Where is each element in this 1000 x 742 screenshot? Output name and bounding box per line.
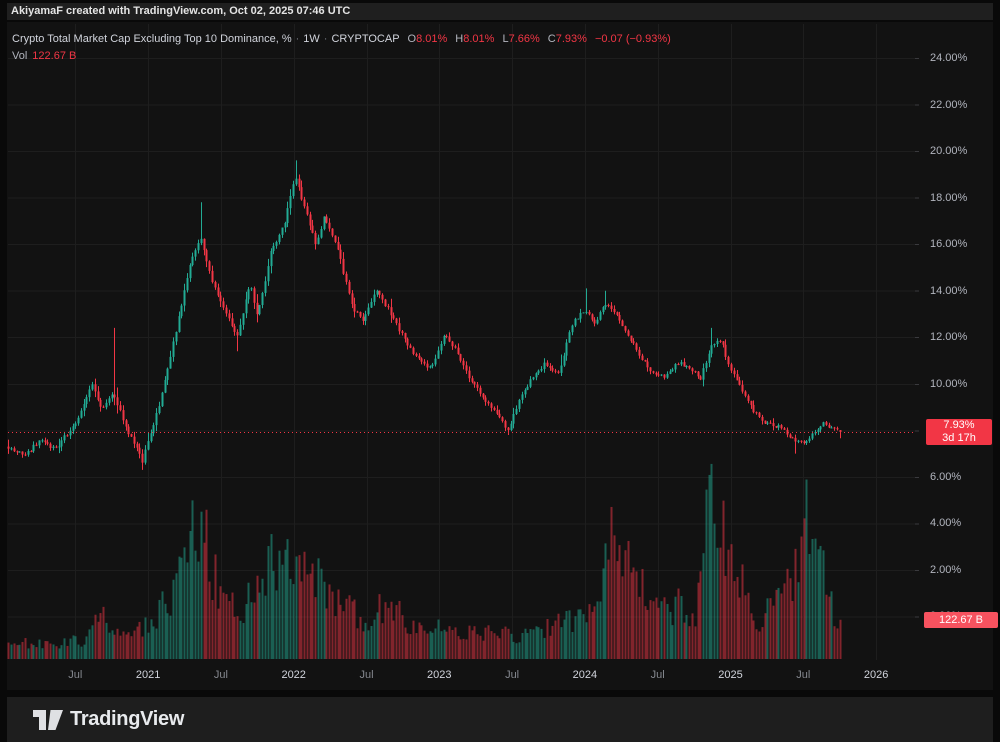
low-label: L bbox=[502, 33, 509, 45]
time-tick-label: Jul bbox=[505, 669, 520, 681]
time-tick-label: 2022 bbox=[281, 669, 306, 681]
price-tick-label: 14.00% bbox=[930, 284, 968, 297]
bar-countdown: 3d 17h bbox=[942, 432, 976, 444]
tradingview-logo-icon[interactable] bbox=[33, 707, 66, 733]
price-tick-label: 20.00% bbox=[930, 145, 968, 158]
price-tick-label: 10.00% bbox=[930, 377, 968, 390]
time-tick-label: 2021 bbox=[135, 669, 161, 681]
price-tick-label: 6.00% bbox=[930, 470, 962, 483]
price-tick-label: 24.00% bbox=[930, 52, 968, 64]
time-tick-label: Jul bbox=[359, 669, 374, 681]
price-tick-label: 4.00% bbox=[930, 517, 962, 530]
legend-symbol-row: Crypto Total Market Cap Excluding Top 10… bbox=[12, 31, 671, 48]
separator: · bbox=[295, 33, 300, 45]
price-tick-label: 12.00% bbox=[930, 331, 968, 344]
last-price-value: 7.93% bbox=[943, 419, 975, 431]
price-tick-label: 16.00% bbox=[930, 238, 968, 251]
legend-volume-row: Vol 122.67 B bbox=[12, 48, 671, 65]
close-label: C bbox=[547, 33, 556, 45]
time-tick-label: 2026 bbox=[863, 669, 889, 681]
interval-label: 1W bbox=[303, 33, 320, 45]
time-tick-label: Jul bbox=[213, 669, 228, 681]
open-label: O bbox=[407, 33, 417, 45]
time-tick-label: 2024 bbox=[572, 669, 598, 681]
tradingview-brand-text[interactable]: TradingView bbox=[70, 708, 185, 730]
symbol-title: Crypto Total Market Cap Excluding Top 10… bbox=[12, 33, 292, 45]
exchange-label: CRYPTOCAP bbox=[331, 33, 400, 45]
change-value: −0.07 (−0.93%) bbox=[594, 33, 671, 45]
volume-value: 122.67 B bbox=[32, 50, 77, 62]
close-value: 7.93% bbox=[555, 33, 587, 45]
separator: · bbox=[323, 33, 328, 45]
time-tick-label: Jul bbox=[796, 669, 811, 681]
time-tick-label: Jul bbox=[650, 669, 665, 681]
time-tick-label: 2023 bbox=[427, 669, 452, 681]
last-price-badge: 7.93% 3d 17h bbox=[926, 419, 992, 445]
attribution-text: AkiyamaF created with TradingView.com, O… bbox=[11, 5, 351, 17]
volume-value-badge: 122.67 B bbox=[924, 612, 998, 628]
time-tick-label: Jul bbox=[68, 669, 83, 681]
open-value: 8.01% bbox=[416, 33, 448, 45]
price-tick-label: 18.00% bbox=[930, 191, 968, 204]
volume-label: Vol bbox=[12, 50, 28, 62]
attribution-bar: AkiyamaF created with TradingView.com, O… bbox=[7, 3, 993, 20]
footer-bar: TradingView bbox=[7, 697, 993, 742]
chart-widget bbox=[7, 22, 993, 690]
price-tick-label: 2.00% bbox=[930, 563, 962, 576]
price-tick-label: 22.00% bbox=[930, 98, 968, 111]
time-tick-label: 2025 bbox=[718, 669, 743, 681]
low-value: 7.66% bbox=[508, 33, 540, 45]
chart-legend[interactable]: Crypto Total Market Cap Excluding Top 10… bbox=[12, 31, 671, 65]
high-label: H bbox=[455, 33, 464, 45]
high-value: 8.01% bbox=[463, 33, 495, 45]
